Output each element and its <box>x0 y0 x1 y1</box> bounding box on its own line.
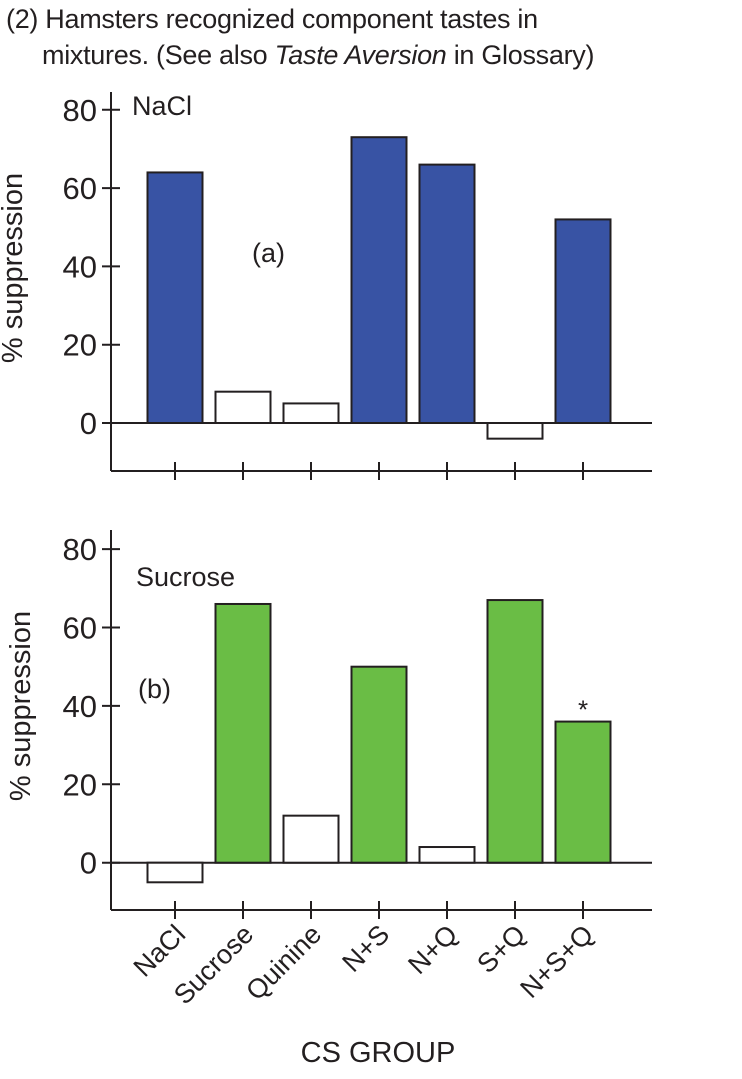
panel-b-bar-nacl <box>146 861 204 884</box>
caption-text: mixtures. (See also <box>42 40 275 70</box>
x-tick-label-nacl: NaCl <box>128 919 192 983</box>
panel-b-bar-quinine <box>282 814 340 864</box>
panel-b-y-tick-label: 0 <box>80 846 97 881</box>
panel-a-y-axis-label: % suppression <box>0 173 29 363</box>
x-axis-label: CS GROUP <box>301 1037 456 1069</box>
panel-a-y-tick-label: 40 <box>63 249 97 284</box>
panel-a-bar-s-q <box>486 422 544 440</box>
panel-a-bar-sucrose <box>214 390 272 424</box>
x-tick-label-quinine: Quinine <box>240 919 327 1006</box>
panel-b-bar-n-s <box>350 665 408 864</box>
figure-caption-line-1: (2) Hamsters recognized component tastes… <box>6 4 538 34</box>
panel-a-y-tick-label: 20 <box>63 328 97 363</box>
panel-a-y-tick-label: 60 <box>63 171 97 206</box>
panel-a-bar-n-q <box>418 163 476 425</box>
panel-a-title: NaCl <box>132 91 192 121</box>
x-tick-label-n-s: N+S <box>336 919 395 978</box>
panel-b-y-tick-label: 80 <box>63 532 97 567</box>
panel-b-y-tick-label: 40 <box>63 689 97 724</box>
panel-a-y-tick-label: 80 <box>63 93 97 128</box>
panel-a-bar-quinine <box>282 402 340 424</box>
panel-a-bar-n-s-q <box>554 218 612 424</box>
panel-b-title: Sucrose <box>136 562 235 592</box>
x-tick-label-n-q: N+Q <box>402 919 463 980</box>
panel-b-bar-s-q <box>486 599 544 864</box>
panel-a-bar-nacl <box>146 171 204 424</box>
panel-b-bar-n-q <box>418 846 476 864</box>
panel-b-label: (b) <box>138 674 171 704</box>
panel-b-y-tick-label: 60 <box>63 611 97 646</box>
panel-a-label: (a) <box>252 238 285 268</box>
panel-a-y-tick-label: 0 <box>80 406 97 441</box>
x-tick-label-n-s-q: N+S+Q <box>514 919 599 1004</box>
x-tick-label-s-q: S+Q <box>471 919 531 979</box>
caption-text-end: in Glossary) <box>446 40 595 70</box>
panel-b-y-axis-label: % suppression <box>5 611 37 801</box>
panel-b-y-tick-label: 20 <box>63 767 97 802</box>
panel-b-significance-asterisk: * <box>578 695 588 725</box>
panel-b-bar-n-s-q <box>554 720 612 864</box>
figure-caption-line-2: mixtures. (See also Taste Aversion in Gl… <box>42 38 594 72</box>
panel-a-bar-n-s <box>350 136 408 425</box>
caption-italic-term: Taste Aversion <box>274 40 447 70</box>
panel-b-bar-sucrose <box>214 602 272 864</box>
